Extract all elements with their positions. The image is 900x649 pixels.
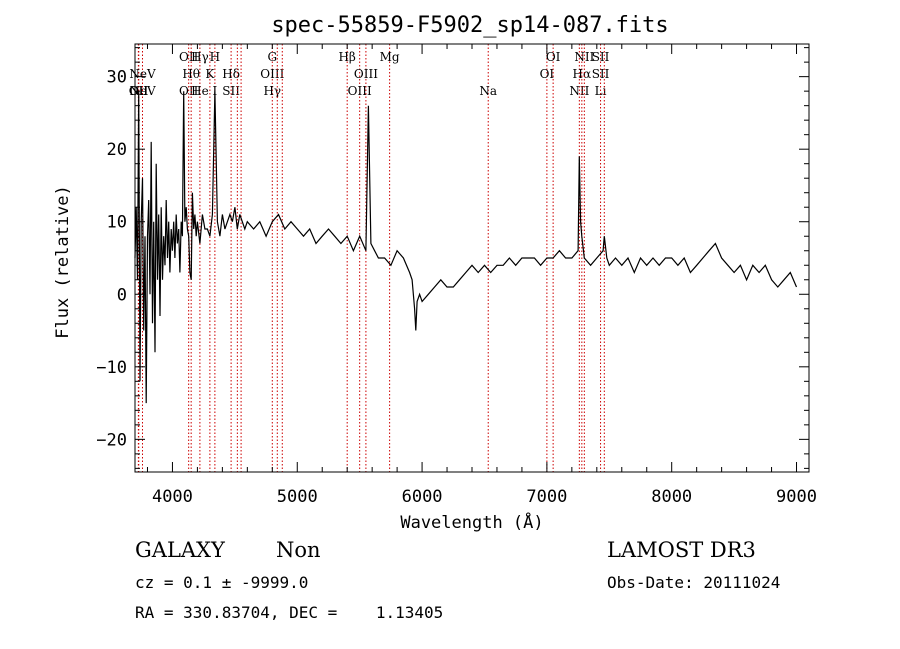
spectral-line-label: OI <box>546 50 561 64</box>
spectral-line-label: NII <box>569 84 589 98</box>
spectral-line-label: I <box>213 84 218 98</box>
spectral-line-label: NII <box>574 50 594 64</box>
spectral-line-label: Hγ <box>263 84 281 98</box>
spectral-line-label: Mg <box>380 50 400 64</box>
spectrum-line <box>134 91 798 404</box>
object-subclass: Non <box>276 538 321 562</box>
spectrum-series <box>134 91 798 404</box>
y-tick-label: 0 <box>117 285 127 305</box>
x-tick-label: 4000 <box>152 487 193 507</box>
spectral-line-label: Hβ <box>338 50 355 64</box>
spectral-line-label: He <box>191 84 209 98</box>
spectral-line-label: Na <box>479 84 497 98</box>
survey-name: LAMOST DR3 <box>607 538 756 562</box>
x-axis-label: Wavelength (Å) <box>400 511 543 533</box>
y-axis-label: Flux (relative) <box>53 185 73 339</box>
spectral-line-label: OII <box>179 50 199 64</box>
y-tick-label: 10 <box>107 213 127 233</box>
spectral-line-label: Hγ <box>191 50 209 64</box>
spectral-line-label: SII <box>222 84 240 98</box>
spectral-line-label: OIII <box>348 84 372 98</box>
spectral-line-label: OIII <box>260 67 284 81</box>
x-tick-label: 8000 <box>651 487 692 507</box>
obs-date: Obs-Date: 20111024 <box>607 573 781 592</box>
y-tick-label: 20 <box>107 140 127 160</box>
spectral-line-label: NeV <box>129 84 156 98</box>
y-axis: −20 −10 0 10 20 30 <box>96 47 809 469</box>
spectral-line-label: Li <box>595 84 607 98</box>
spectral-line-label: OI <box>540 67 555 81</box>
spectral-line-label: SII <box>592 50 610 64</box>
spectral-line-label: OIII <box>354 67 378 81</box>
x-tick-label: 7000 <box>526 487 567 507</box>
ra-dec-readout: RA = 330.83704, DEC = 1.13405 <box>135 603 444 622</box>
spectral-line-label: NeV <box>129 67 156 81</box>
spectral-line-label: G <box>267 50 277 64</box>
spectral-line-markers: OIIOIINeVNeVOIIOIIHθHγHeKHIHδSIIGOIIIHγH… <box>129 44 610 472</box>
redshift-readout: cz = 0.1 ± -9999.0 <box>135 573 309 592</box>
x-tick-label: 9000 <box>776 487 817 507</box>
chart-title: spec-55859-F5902_sp14-087.fits <box>271 13 668 38</box>
spectral-line-label: Hθ <box>182 67 200 81</box>
spectral-line-label: H <box>210 50 220 64</box>
spectral-line-label: K <box>205 67 215 81</box>
spectral-line-label: SII <box>592 67 610 81</box>
y-tick-label: −10 <box>96 358 127 378</box>
y-tick-label: 30 <box>107 68 127 88</box>
y-tick-label: −20 <box>96 430 127 450</box>
spectral-line-label: Hδ <box>222 67 240 81</box>
x-tick-label: 6000 <box>402 487 443 507</box>
spectral-line-label: Hα <box>573 67 592 81</box>
object-class: GALAXY <box>135 538 225 562</box>
plot-frame <box>134 43 810 473</box>
x-tick-label: 5000 <box>277 487 318 507</box>
x-axis: 4000 5000 6000 7000 8000 9000 <box>146 44 817 507</box>
